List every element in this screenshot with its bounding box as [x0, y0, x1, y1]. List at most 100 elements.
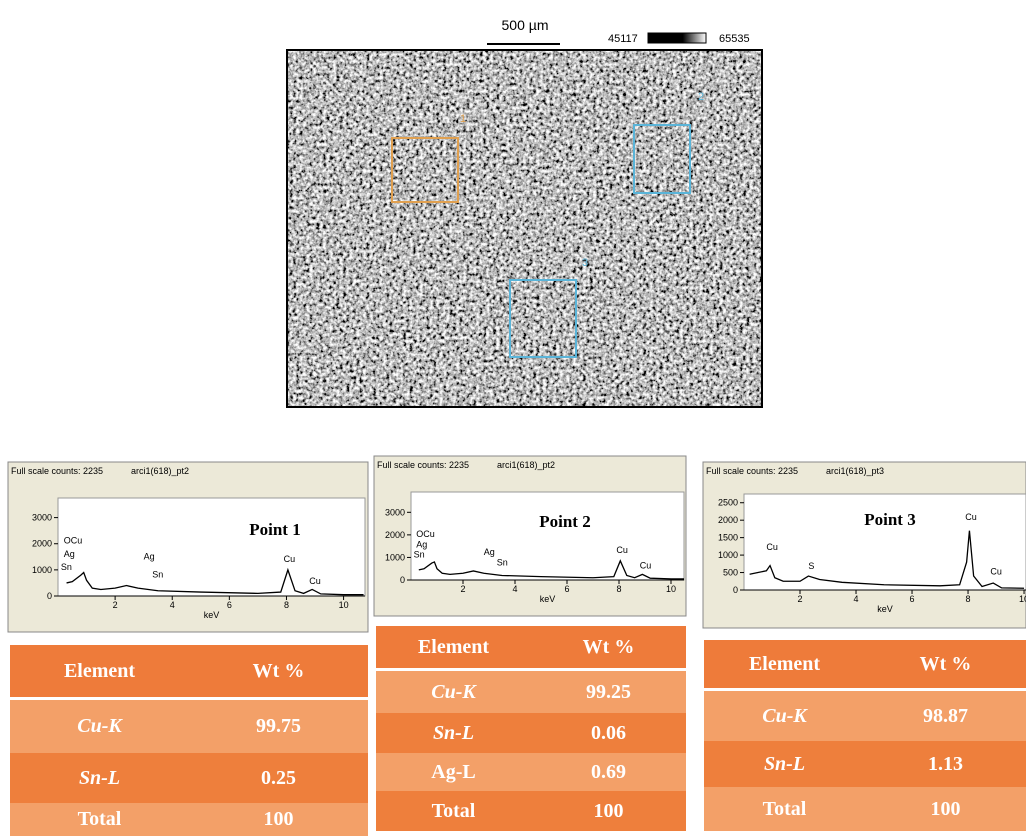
table-cell: Cu-K	[376, 681, 531, 704]
chart-title: Point 3	[864, 510, 915, 529]
region-label: 2	[698, 91, 704, 103]
table-cell: 0.06	[531, 722, 686, 745]
table-cell: Element	[10, 660, 189, 683]
panel-header: Full scale counts: 2235	[11, 466, 103, 476]
table-cell: 0.25	[189, 767, 368, 790]
region-label: 1	[460, 113, 466, 125]
x-tick-label: 2	[460, 584, 465, 594]
x-tick-label: 4	[854, 594, 859, 604]
colorbar	[648, 33, 706, 43]
table-cell: Element	[704, 653, 865, 676]
peak-label: Cu	[990, 566, 1002, 576]
peak-label: OCu	[416, 529, 435, 539]
table-cell: Sn-L	[704, 753, 865, 776]
y-tick-label: 1500	[718, 533, 738, 543]
peak-label: Ag	[484, 547, 495, 557]
panel-header: Full scale counts: 2235	[377, 460, 469, 470]
table-cell: Wt %	[531, 636, 686, 659]
table-cell: 99.75	[189, 715, 368, 738]
peak-label: Sn	[414, 549, 425, 559]
table-cell: 1.13	[865, 753, 1026, 776]
sem-image: 500 µm 45117 65535 1 2 3	[287, 17, 762, 407]
peak-label: Sn	[61, 562, 72, 572]
table-cell: 100	[531, 800, 686, 823]
table-cell: 100	[189, 808, 368, 831]
peak-label: OCu	[64, 536, 83, 546]
peak-label: Ag	[64, 549, 75, 559]
spectrum-panel: Full scale counts: 2235 arci1(618)_pt2 0 10…	[374, 456, 686, 616]
x-tick-label: 2	[798, 594, 803, 604]
panel-sample: arci1(618)_pt3	[826, 466, 884, 476]
micrograph	[287, 50, 762, 407]
panel-sample: arci1(618)_pt2	[497, 460, 555, 470]
y-tick-label: 0	[733, 585, 738, 595]
panel-sample: arci1(618)_pt2	[131, 466, 189, 476]
x-tick-label: 10	[666, 584, 676, 594]
peak-label: Sn	[497, 557, 508, 567]
y-tick-label: 0	[400, 575, 405, 585]
y-tick-label: 3000	[385, 507, 405, 517]
peak-label: Cu	[965, 512, 977, 522]
table-cell: Wt %	[865, 653, 1026, 676]
colorbar-min: 45117	[608, 33, 638, 45]
spectrum-panel: Full scale counts: 2235 arci1(618)_pt2 0 10…	[8, 462, 368, 632]
peak-label: Cu	[640, 561, 652, 571]
table-cell: Total	[376, 800, 531, 823]
y-tick-label: 2000	[718, 515, 738, 525]
table-cell: Cu-K	[704, 705, 865, 728]
x-axis-label: keV	[540, 594, 556, 604]
y-tick-label: 0	[47, 591, 52, 601]
table-row: Cu-K98.87	[704, 691, 1026, 741]
x-tick-label: 2	[113, 600, 118, 610]
y-tick-label: 2500	[718, 498, 738, 508]
x-tick-label: 8	[616, 584, 621, 594]
chart-title: Point 2	[539, 512, 590, 531]
y-tick-label: 3000	[32, 513, 52, 523]
x-tick-label: 8	[966, 594, 971, 604]
y-tick-label: 500	[723, 568, 738, 578]
scale-bar-label: 500 µm	[502, 17, 549, 33]
table-cell: Element	[376, 636, 531, 659]
x-tick-label: 10	[339, 600, 349, 610]
table-cell: Sn-L	[376, 722, 531, 745]
peak-label: Ag	[416, 539, 427, 549]
table-cell: 98.87	[865, 705, 1026, 728]
table-cell: Total	[704, 798, 865, 821]
table-cell: Ag-L	[376, 761, 531, 784]
table-cell: Sn-L	[10, 767, 189, 790]
table-cell: Total	[10, 808, 189, 831]
chart-title: Point 1	[249, 520, 300, 539]
y-tick-label: 2000	[385, 530, 405, 540]
y-tick-label: 1000	[718, 550, 738, 560]
peak-label: Cu	[616, 545, 628, 555]
y-tick-label: 1000	[385, 552, 405, 562]
peak-label: Cu	[284, 554, 296, 564]
peak-label: Ag	[144, 551, 155, 561]
x-axis-label: keV	[204, 610, 220, 620]
table-cell: 0.69	[531, 761, 686, 784]
region-label: 3	[582, 257, 588, 269]
peak-label: Cu	[309, 576, 321, 586]
page: 500 µm 45117 65535 1 2 3 Full scale coun…	[0, 0, 1026, 833]
table-cell: 99.25	[531, 681, 686, 704]
x-tick-label: 6	[564, 584, 569, 594]
x-tick-label: 4	[170, 600, 175, 610]
x-tick-label: 8	[284, 600, 289, 610]
peak-label: Sn	[152, 570, 163, 580]
x-tick-label: 6	[910, 594, 915, 604]
table-row: Sn-L0.06	[376, 713, 686, 753]
table-cell: 100	[865, 798, 1026, 821]
peak-label: Cu	[766, 542, 778, 552]
